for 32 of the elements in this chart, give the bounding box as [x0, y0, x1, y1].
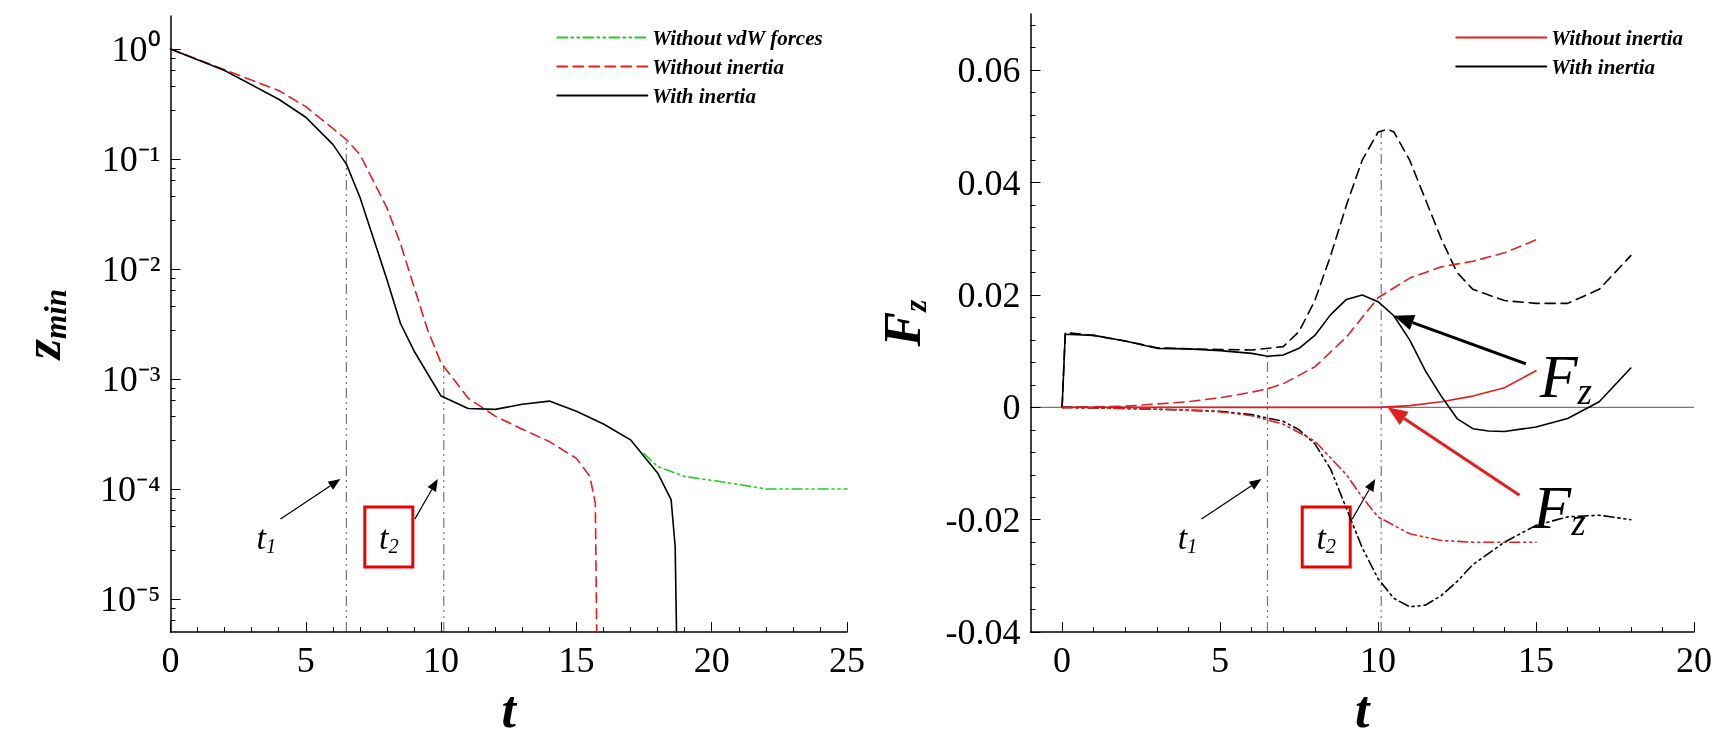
x-tick-label: 0: [1053, 640, 1072, 681]
legend-label: Without inertia: [1551, 25, 1684, 50]
y-tick-label: -0.04: [945, 612, 1021, 653]
x-tick-label: 10: [1360, 640, 1397, 681]
y-tick-label: 0.04: [957, 162, 1021, 203]
x-tick-label: 20: [1676, 640, 1712, 681]
x-tick-label: 15: [1518, 640, 1555, 681]
y-tick-label: 10⁻⁴: [99, 469, 161, 510]
y-tick-label: -0.02: [945, 499, 1021, 540]
legend-label: With inertia: [652, 83, 756, 108]
x-tick-label: 5: [296, 640, 315, 681]
x-axis-title: t: [501, 680, 518, 738]
y-tick-label: 10⁻⁵: [99, 578, 161, 619]
x-axis-title: t: [1355, 680, 1372, 738]
line-series: [643, 452, 848, 490]
y-tick-label: 10⁰: [111, 29, 161, 70]
x-tick-label: 25: [829, 640, 865, 681]
x-tick-label: 10: [423, 640, 460, 681]
y-tick-label: 0.06: [957, 50, 1021, 91]
y-tick-label: 10⁻³: [101, 359, 161, 400]
y-axis-title: Fz: [873, 298, 933, 348]
y-tick-label: 10⁻²: [101, 249, 161, 290]
x-tick-label: 15: [558, 640, 595, 681]
y-axis-title: zmin: [13, 288, 73, 362]
x-tick-label: 5: [1211, 640, 1230, 681]
y-tick-label: 0.02: [957, 274, 1021, 315]
legend-label: Without inertia: [652, 54, 784, 79]
legend-label: Without vdW forces: [652, 25, 823, 50]
y-tick-label: 10⁻¹: [101, 139, 161, 180]
y-tick-label: 0: [1002, 387, 1021, 428]
legend-label: With inertia: [1551, 54, 1655, 79]
x-tick-label: 20: [693, 640, 730, 681]
